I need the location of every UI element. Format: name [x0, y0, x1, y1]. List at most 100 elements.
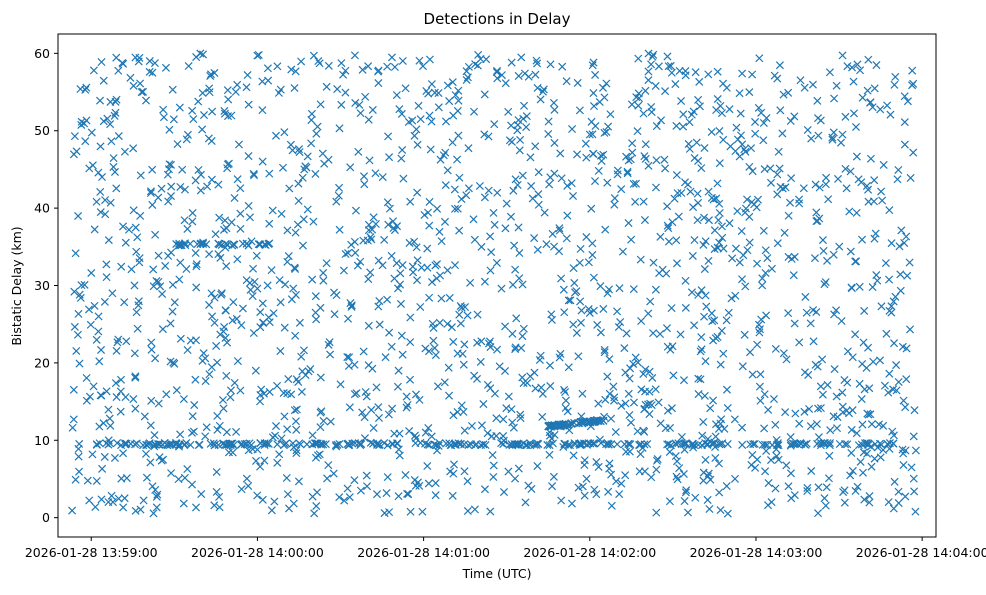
- scatter-point: [375, 320, 384, 329]
- scatter-point: [356, 109, 365, 118]
- scatter-point: [719, 349, 728, 358]
- scatter-point: [182, 264, 191, 274]
- scatter-point: [846, 471, 855, 480]
- scatter-point: [696, 375, 705, 384]
- scatter-point: [197, 490, 206, 499]
- scatter-point: [222, 371, 231, 380]
- scatter-point: [843, 347, 852, 356]
- scatter-point: [759, 118, 768, 127]
- scatter-point: [504, 392, 513, 401]
- scatter-point: [841, 164, 850, 173]
- scatter-point: [104, 405, 113, 414]
- scatter-point: [297, 387, 306, 396]
- scatter-point: [852, 152, 861, 161]
- scatter-point: [388, 404, 397, 413]
- scatter-point: [624, 389, 633, 398]
- scatter-point: [560, 385, 569, 394]
- scatter-point: [767, 264, 776, 273]
- scatter-point: [857, 395, 866, 404]
- scatter-point: [155, 453, 164, 462]
- scatter-point: [753, 259, 762, 268]
- scatter-point: [629, 179, 638, 188]
- scatter-point: [604, 487, 613, 496]
- scatter-point: [394, 366, 403, 375]
- scatter-point: [389, 217, 398, 226]
- scatter-point: [879, 445, 888, 454]
- scatter-point: [191, 503, 201, 512]
- scatter-point: [347, 301, 356, 310]
- scatter-point: [398, 350, 407, 359]
- scatter-point: [614, 322, 623, 332]
- scatter-point: [748, 70, 757, 79]
- scatter-point: [504, 107, 513, 116]
- scatter-point: [538, 412, 547, 421]
- scatter-point: [383, 62, 392, 71]
- scatter-point: [383, 473, 392, 482]
- scatter-point: [641, 387, 650, 396]
- scatter-point: [604, 285, 614, 294]
- scatter-point: [722, 316, 731, 325]
- scatter-point: [899, 461, 908, 470]
- scatter-point: [222, 224, 231, 233]
- scatter-point: [800, 83, 809, 92]
- scatter-point: [196, 186, 205, 195]
- scatter-point: [151, 230, 160, 239]
- scatter-point: [437, 294, 446, 303]
- scatter-point: [652, 508, 661, 517]
- scatter-point: [621, 471, 630, 480]
- scatter-point: [680, 497, 689, 506]
- scatter-point: [151, 354, 160, 363]
- scatter-point: [230, 378, 239, 387]
- scatter-point: [292, 405, 301, 414]
- scatter-point: [394, 445, 403, 454]
- scatter-point: [366, 268, 375, 277]
- scatter-point: [186, 336, 195, 345]
- scatter-point: [341, 250, 350, 259]
- scatter-point: [398, 56, 407, 65]
- scatter-point: [569, 451, 578, 460]
- scatter-point: [474, 50, 483, 59]
- scatter-point: [250, 171, 259, 180]
- scatter-point: [104, 236, 113, 245]
- scatter-point: [89, 66, 98, 75]
- scatter-point: [84, 305, 94, 314]
- scatter-point: [623, 169, 632, 178]
- scatter-point: [591, 70, 600, 79]
- scatter-point: [692, 138, 701, 147]
- scatter-point: [291, 290, 300, 299]
- scatter-point: [418, 62, 427, 71]
- scatter-point: [576, 297, 585, 306]
- scatter-point: [121, 238, 130, 247]
- scatter-point: [119, 503, 128, 512]
- scatter-point: [556, 349, 565, 358]
- scatter-point: [637, 317, 646, 326]
- scatter-point: [418, 507, 427, 516]
- scatter-point: [316, 100, 325, 109]
- scatter-point: [223, 240, 232, 249]
- scatter-point: [333, 440, 342, 449]
- scatter-point: [130, 349, 139, 358]
- scatter-point: [170, 298, 179, 307]
- scatter-point: [545, 361, 555, 370]
- scatter-point: [663, 202, 672, 211]
- scatter-point: [408, 262, 417, 271]
- scatter-point: [208, 107, 217, 116]
- scatter-point: [812, 419, 821, 429]
- scatter-point: [326, 417, 335, 426]
- scatter-point: [147, 345, 156, 354]
- scatter-point: [355, 100, 364, 109]
- scatter-point: [89, 382, 98, 391]
- scatter-point: [639, 369, 648, 378]
- scatter-point: [670, 194, 679, 203]
- scatter-point: [453, 408, 462, 417]
- scatter-point: [588, 130, 597, 139]
- scatter-point: [518, 332, 527, 341]
- scatter-point: [484, 132, 493, 141]
- scatter-point: [813, 96, 822, 105]
- scatter-point: [843, 62, 852, 71]
- scatter-point: [234, 140, 244, 149]
- scatter-point: [766, 456, 776, 465]
- scatter-point: [489, 208, 498, 217]
- scatter-point: [568, 125, 577, 134]
- scatter-point: [807, 466, 816, 476]
